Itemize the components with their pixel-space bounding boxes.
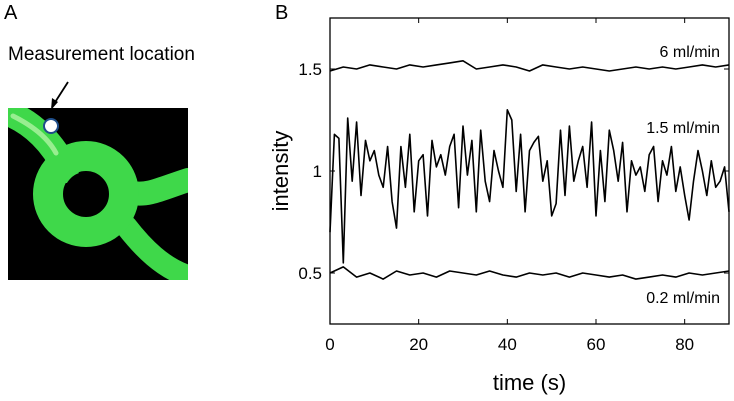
panel-a-label: A xyxy=(4,2,18,24)
x-axis-title: time (s) xyxy=(493,370,566,395)
x-tick-label: 40 xyxy=(498,335,517,354)
series-label-3: 0.2 ml/min xyxy=(646,290,720,307)
series-label-1: 6 ml/min xyxy=(660,44,720,61)
y-tick-label: 1.5 xyxy=(298,60,322,79)
series-line-2 xyxy=(329,109,730,264)
panel-b-label: B xyxy=(275,2,289,24)
series-label-2: 1.5 ml/min xyxy=(646,120,720,137)
series-line-3 xyxy=(329,266,730,280)
x-tick-label: 60 xyxy=(587,335,606,354)
y-tick-label: 0.5 xyxy=(298,264,322,283)
channel-hole xyxy=(64,172,108,216)
series-line-1 xyxy=(329,60,730,72)
y-tick-label: 1 xyxy=(313,162,322,181)
pointer-arrow-line xyxy=(51,81,69,108)
x-tick-label: 0 xyxy=(325,335,334,354)
x-tick-label: 20 xyxy=(409,335,428,354)
intensity-chart: 0 20 40 60 80 0.5 1 1.5 time (s) intensity 6 ml/mi… xyxy=(268,17,730,395)
measurement-point-marker xyxy=(43,118,59,134)
fluorescence-micrograph xyxy=(8,108,188,280)
y-axis-title: intensity xyxy=(268,131,293,212)
green-channel xyxy=(8,108,188,280)
x-tick-label: 80 xyxy=(675,335,694,354)
measurement-location-label: Measurement location xyxy=(8,44,195,65)
